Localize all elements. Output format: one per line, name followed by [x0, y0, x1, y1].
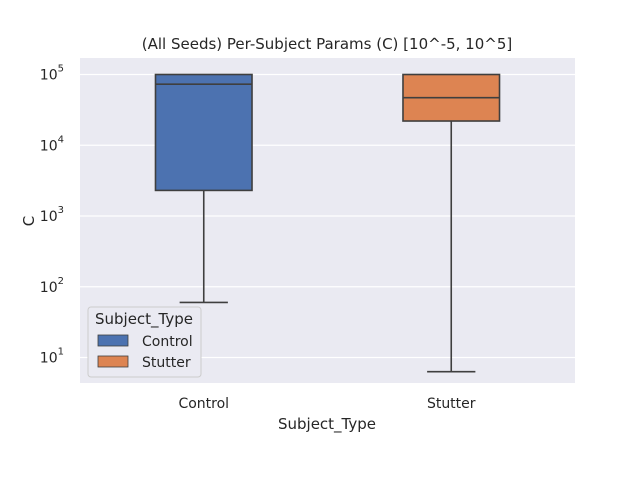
legend-swatch-control — [97, 334, 129, 347]
x-tick-label-1: Stutter — [427, 396, 476, 412]
legend: Subject_Type Control Stutter — [87, 306, 202, 378]
y-tick-label-3: 104 — [40, 134, 64, 154]
y-tick-label-4: 105 — [40, 64, 64, 84]
y-tick-label-2: 103 — [40, 205, 64, 225]
box-rect-0 — [154, 73, 253, 192]
chart-title: (All Seeds) Per-Subject Params (C) [10^-… — [142, 35, 512, 53]
x-tick-label-0: Control — [178, 396, 229, 412]
x-axis-label: Subject_Type — [278, 415, 376, 434]
legend-entry-stutter: Stutter — [142, 355, 191, 371]
box-control — [154, 73, 253, 304]
y-tick-label-0: 101 — [40, 347, 64, 367]
y-tick-label-1: 102 — [40, 276, 64, 296]
boxes — [154, 73, 501, 373]
legend-title: Subject_Type — [95, 310, 193, 329]
legend-entry-control: Control — [142, 334, 193, 350]
x-tick-labels: Control Stutter — [178, 396, 475, 412]
box-stutter — [402, 73, 501, 373]
y-axis-label: C — [20, 216, 38, 226]
y-tick-labels: 101 102 103 104 105 — [40, 64, 64, 367]
legend-swatch-stutter — [97, 355, 129, 368]
